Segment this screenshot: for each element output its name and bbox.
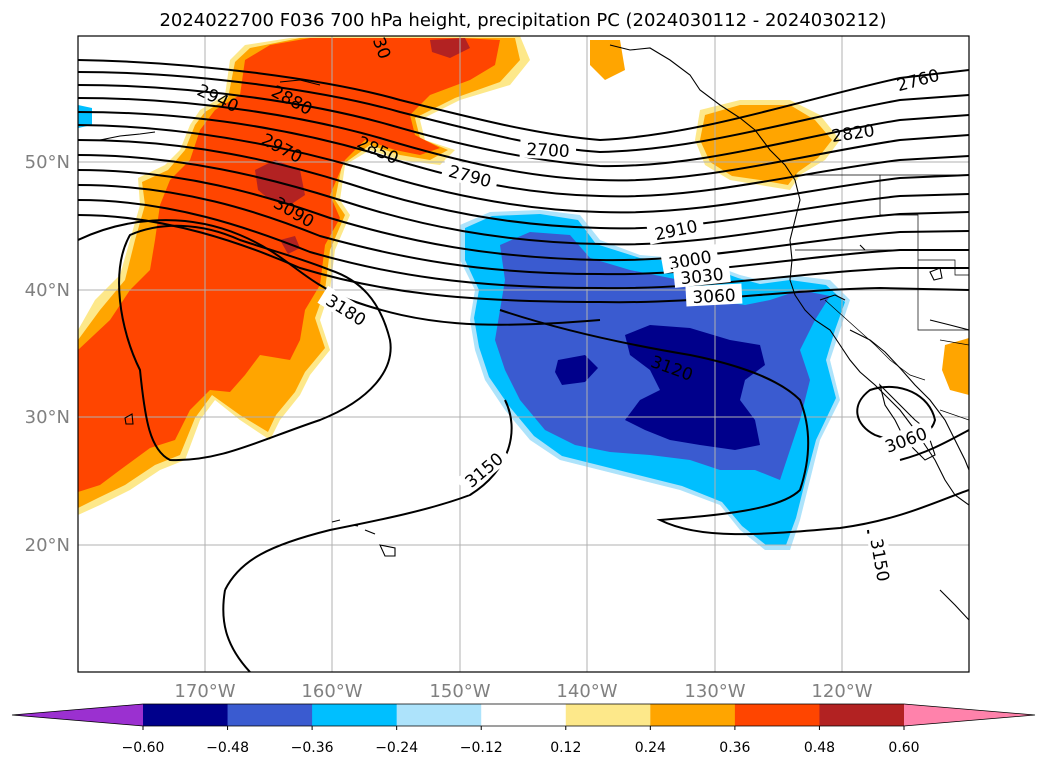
lon-label: 130°W: [684, 681, 745, 702]
colorbar-swatch: [396, 704, 482, 726]
negative-anomaly-navy: [625, 325, 765, 450]
colorbar-extend-high: [904, 704, 1035, 726]
lon-label: 160°W: [301, 681, 362, 702]
lon-label: 170°W: [174, 681, 235, 702]
colorbar: −0.60 −0.48 −0.36 −0.24 −0.12 0.12 0.24 0.36 0.4…: [11, 703, 1036, 756]
colorbar-tick-label: 0.36: [719, 740, 750, 756]
pnw-anomaly-orange-west: [590, 40, 625, 80]
colorbar-swatch: [312, 704, 398, 726]
map-area: 2760 2820 2700 2790 2850 2880 2940 2970 …: [78, 36, 969, 672]
lat-label: 20°N: [25, 535, 70, 556]
colorbar-tick-label: −0.12: [460, 740, 503, 756]
lon-label: 140°W: [556, 681, 617, 702]
se-anomaly-orange: [942, 338, 969, 395]
colorbar-swatch: [734, 704, 820, 726]
lat-label: 50°N: [25, 152, 70, 173]
graticule: [78, 36, 969, 672]
positive-anomaly-red: [78, 38, 500, 492]
colorbar-tick-label: −0.24: [375, 740, 418, 756]
colorbar-tick-label: 0.12: [550, 740, 581, 756]
lon-label: 150°W: [429, 681, 490, 702]
colorbar-tick-label: −0.48: [206, 740, 249, 756]
colorbar-tick-label: 0.60: [888, 740, 919, 756]
colorbar-swatch: [481, 704, 567, 726]
latitude-labels: 50°N 40°N 30°N 20°N: [25, 152, 70, 556]
lon-label: 120°W: [811, 681, 872, 702]
longitude-labels: 170°W 160°W 150°W 140°W 130°W 120°W: [174, 681, 872, 702]
negative-anomaly-west-spot: [78, 105, 92, 128]
colorbar-tick-label: −0.36: [291, 740, 334, 756]
lat-label: 40°N: [25, 280, 70, 301]
colorbar-tick-label: −0.60: [122, 740, 165, 756]
coastlines: [99, 44, 969, 621]
colorbar-swatch: [143, 704, 229, 726]
colorbar-extend-low: [12, 704, 143, 726]
colorbar-tick-label: 0.24: [635, 740, 666, 756]
colorbar-swatch: [819, 704, 905, 726]
contour-label: 2700: [526, 140, 570, 162]
colorbar-swatch: [227, 704, 313, 726]
colorbar-tick-label: 0.48: [804, 740, 835, 756]
colorbar-swatch: [565, 704, 651, 726]
colorbar-swatch: [650, 704, 736, 726]
map-frame: [77, 35, 970, 673]
lat-label: 30°N: [25, 407, 70, 428]
contour-label: 3060: [692, 286, 736, 308]
figure-title: 2024022700 F036 700 hPa height, precipit…: [159, 10, 886, 31]
